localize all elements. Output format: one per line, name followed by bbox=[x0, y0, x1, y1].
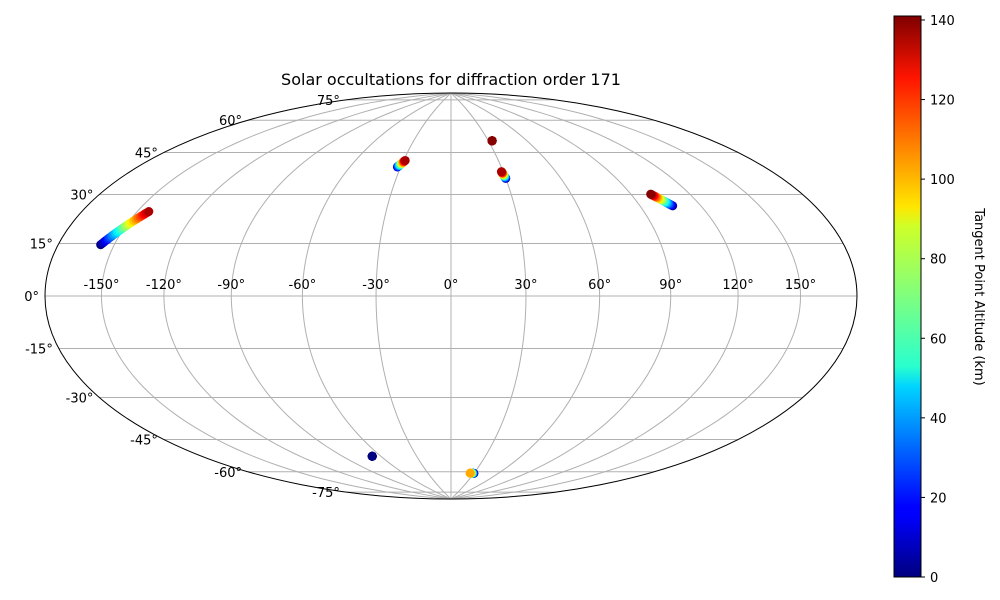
latitude-tick-label: -15° bbox=[25, 343, 53, 358]
latitude-tick-label: -75° bbox=[312, 486, 340, 501]
occultation-point bbox=[487, 136, 497, 146]
occultation-point bbox=[367, 451, 377, 461]
latitude-tick-label: 75° bbox=[317, 94, 340, 109]
longitude-tick-label: -60° bbox=[289, 278, 317, 293]
longitude-tick-label: -30° bbox=[362, 278, 390, 293]
colorbar-tick-label: 40 bbox=[930, 412, 947, 427]
longitude-tick-label: 0° bbox=[444, 278, 459, 293]
longitude-tick-label: 120° bbox=[722, 278, 753, 293]
colorbar-label: Tangent Point Altitude (km) bbox=[971, 207, 986, 385]
longitude-tick-label: -120° bbox=[146, 278, 182, 293]
longitude-tick-label: 150° bbox=[785, 278, 816, 293]
colorbar-tick-label: 100 bbox=[930, 173, 955, 188]
longitude-tick-label: -150° bbox=[83, 278, 119, 293]
chart-title: Solar occultations for diffraction order… bbox=[281, 70, 621, 89]
colorbar-tick-label: 80 bbox=[930, 253, 947, 268]
colorbar-tick-label: 140 bbox=[930, 14, 955, 29]
colorbar-tick-label: 120 bbox=[930, 94, 955, 109]
colorbar-tick-label: 60 bbox=[930, 332, 947, 347]
longitude-tick-label: 60° bbox=[588, 278, 611, 293]
colorbar-ticks: 0 20 40 60 80 100 120 140 bbox=[921, 14, 955, 586]
occultation-point bbox=[496, 167, 506, 177]
occultation-point bbox=[400, 155, 410, 165]
colorbar bbox=[893, 15, 922, 578]
latitude-tick-label: 45° bbox=[135, 146, 158, 161]
latitude-tick-label: -60° bbox=[214, 466, 242, 481]
colorbar-tick-label: 0 bbox=[930, 571, 938, 586]
data-points bbox=[96, 136, 678, 478]
latitude-tick-labels: -75° -60° -45° -30° -15° 0° 15° 30° 45° 60° 75° bbox=[24, 94, 340, 501]
longitude-tick-label: 30° bbox=[514, 278, 537, 293]
latitude-tick-label: 30° bbox=[70, 189, 93, 204]
longitude-tick-labels: -150° -120° -90° -60° -30° 0° 30° 60° 90° 120° 150… bbox=[83, 278, 816, 293]
colorbar-tick-label: 20 bbox=[930, 491, 947, 506]
map-boundary bbox=[44, 92, 858, 500]
latitude-tick-label: -30° bbox=[66, 392, 94, 407]
occultation-point bbox=[646, 189, 656, 199]
latitude-tick-label: 60° bbox=[219, 114, 242, 129]
latitude-tick-label: -45° bbox=[130, 434, 158, 449]
latitude-tick-label: 0° bbox=[24, 290, 39, 305]
longitude-tick-label: -90° bbox=[217, 278, 245, 293]
occultation-point bbox=[144, 207, 154, 217]
longitude-tick-label: 90° bbox=[659, 278, 682, 293]
latitude-tick-label: 15° bbox=[30, 237, 53, 252]
occultation-point bbox=[465, 468, 475, 478]
graticule bbox=[45, 93, 857, 499]
